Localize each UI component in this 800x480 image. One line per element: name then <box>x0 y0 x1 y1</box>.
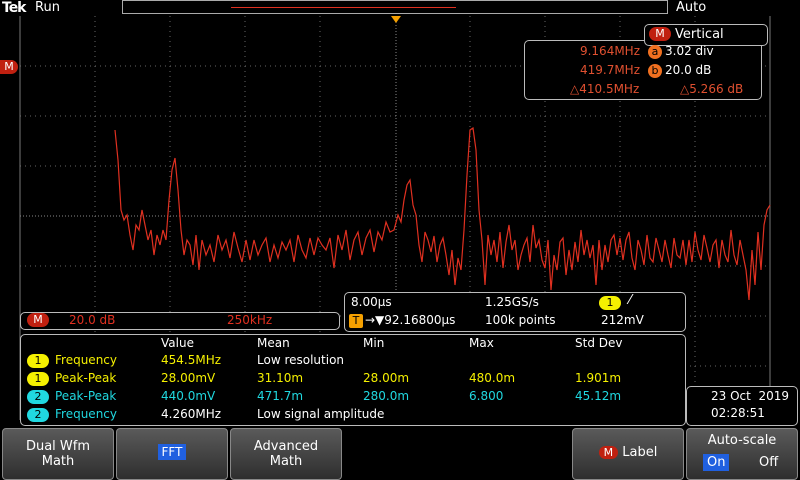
fft-trace <box>114 126 771 301</box>
column-header: Mean <box>257 336 290 350</box>
button-label: Advanced <box>253 439 319 454</box>
measurement-value: 28.00mV <box>161 371 216 385</box>
channel-badge: 1 <box>27 372 49 386</box>
run-state: Run <box>35 0 60 15</box>
record-view <box>122 0 668 14</box>
cursor-readout <box>524 40 762 100</box>
math-ground-marker: M <box>0 60 18 74</box>
channel-badge: 2 <box>27 390 49 404</box>
math-badge: M <box>27 313 49 327</box>
channel-badge: 1 <box>27 354 49 368</box>
horizontal-box: 8.00µs 1.25GS/s 1 ⁄ T →▼92.16800µs 100k … <box>344 292 686 332</box>
column-header: Value <box>161 336 194 350</box>
measurement-stat: 480.0m <box>469 371 516 385</box>
column-header: Std Dev <box>575 336 623 350</box>
measurement-value: 454.5MHz <box>161 353 222 367</box>
measurement-stat: 28.00m <box>363 371 410 385</box>
cursor-b-frequency: 419.7MHz <box>579 63 640 77</box>
delta-frequency: △410.5MHz <box>570 82 640 96</box>
button-label: Auto-scale <box>707 433 777 448</box>
record-window <box>231 7 456 8</box>
measurement-name: Frequency <box>55 353 117 367</box>
button-label: FFT <box>157 444 187 460</box>
measurement-note: Low resolution <box>257 353 345 367</box>
math-label-box: M 20.0 dB 250kHz <box>20 312 340 330</box>
measurement-name: Frequency <box>55 407 117 421</box>
time-per-div: 8.00µs <box>351 295 392 309</box>
trigger-channel: 1 <box>599 296 621 310</box>
empty-button <box>458 428 570 480</box>
trigger-mode: Auto <box>676 0 707 15</box>
measurement-stat: 471.7m <box>257 389 304 403</box>
button-label: Dual Wfm <box>25 439 91 454</box>
measurement-name: Peak-Peak <box>55 371 117 385</box>
trigger-badge: T <box>349 314 363 328</box>
button-label: Label <box>622 445 658 460</box>
cursor-title: Vertical <box>675 27 724 42</box>
toggle-off: Off <box>759 455 779 470</box>
math-scale: 20.0 dB <box>69 313 116 327</box>
measurement-stat: 45.12m <box>575 389 622 403</box>
label-button[interactable]: M Label <box>572 428 684 480</box>
brand: Tek <box>2 0 26 16</box>
cursor-a-badge: a <box>648 45 662 59</box>
measurement-name: Peak-Peak <box>55 389 117 403</box>
toggle-on: On <box>703 454 730 471</box>
cursor-title-box: M Vertical <box>644 24 768 46</box>
button-label: Math <box>269 454 303 469</box>
dual-wfm-math-button[interactable]: Dual Wfm Math <box>2 428 114 480</box>
measurement-stat: 31.10m <box>257 371 304 385</box>
cursor-b-value: 20.0 dB <box>665 63 712 77</box>
column-header: Max <box>469 336 494 350</box>
time: 02:28:51 <box>711 406 765 420</box>
trigger-position: →▼92.16800µs <box>365 313 456 327</box>
sample-rate: 1.25GS/s <box>485 295 539 309</box>
channel-badge: 2 <box>27 408 49 422</box>
slope-icon: ⁄ <box>629 293 632 308</box>
datetime-box: 23 Oct 2019 02:28:51 <box>686 386 798 426</box>
delta-value: △5.266 dB <box>680 82 744 96</box>
column-header: Min <box>363 336 385 350</box>
cursor-a-frequency: 9.164MHz <box>579 44 640 58</box>
source-badge: M <box>649 27 671 41</box>
toggle: On Off <box>687 452 797 474</box>
measurement-value: 440.0mV <box>161 389 216 403</box>
date: 23 Oct 2019 <box>711 389 789 403</box>
label-badge: M <box>598 446 619 459</box>
cursor-a-value: 3.02 div <box>665 44 714 58</box>
trigger-marker <box>391 16 401 23</box>
math-span: 250kHz <box>227 313 273 327</box>
empty-button <box>344 428 456 480</box>
measurement-note: Low signal amplitude <box>257 407 385 421</box>
advanced-math-button[interactable]: Advanced Math <box>230 428 342 480</box>
measurement-value: 4.260MHz <box>161 407 222 421</box>
measurement-table: Value Mean Min Max Std Dev 1 Frequency 454.5MHz… <box>20 334 686 426</box>
autoscale-button[interactable]: Auto-scale On Off <box>686 428 798 480</box>
measurement-stat: 1.901m <box>575 371 622 385</box>
cursor-b-badge: b <box>648 64 662 78</box>
fft-button[interactable]: FFT <box>116 428 228 480</box>
button-label: Math <box>41 454 75 469</box>
trigger-level: 212mV <box>601 313 644 327</box>
record-length: 100k points <box>485 313 556 327</box>
measurement-stat: 280.0m <box>363 389 410 403</box>
measurement-stat: 6.800 <box>469 389 504 403</box>
